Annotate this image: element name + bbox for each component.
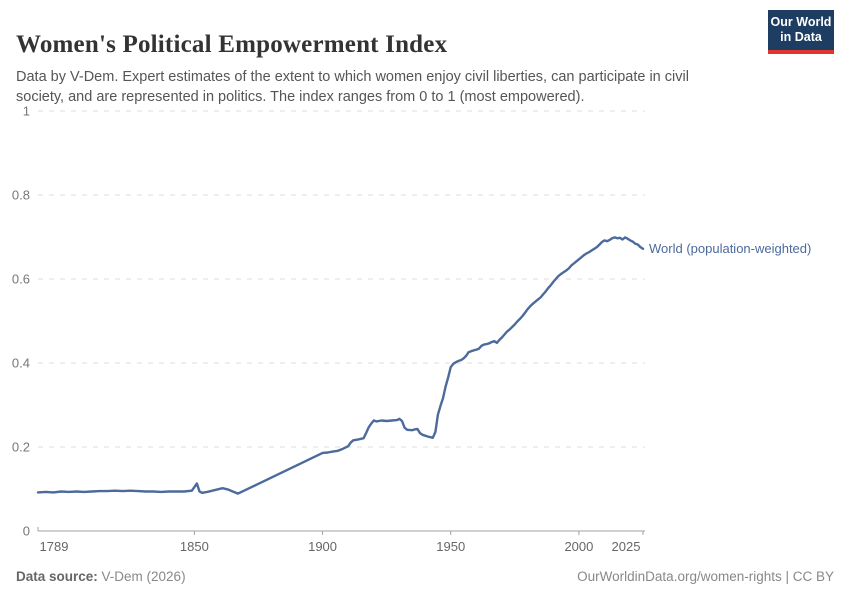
data-source-label: Data source: bbox=[16, 569, 98, 584]
credit-link[interactable]: OurWorldinData.org/women-rights | CC BY bbox=[577, 569, 834, 584]
y-tick-label-0.8: 0.8 bbox=[11, 187, 30, 203]
x-tick-label-2025: 2025 bbox=[611, 539, 641, 554]
y-tick-label-0.4: 0.4 bbox=[11, 355, 30, 371]
chart-subtitle: Data by V-Dem. Expert estimates of the e… bbox=[16, 68, 689, 105]
data-source-value: V-Dem (2026) bbox=[97, 569, 186, 584]
y-tick-label-0: 0 bbox=[22, 523, 30, 539]
x-tick-label-1900: 1900 bbox=[308, 539, 338, 554]
y-tick-label-0.6: 0.6 bbox=[11, 271, 30, 287]
x-tick-label-2000: 2000 bbox=[564, 539, 594, 554]
x-tick-label-1789: 1789 bbox=[39, 539, 69, 554]
series-label-world[interactable]: World (population-weighted) bbox=[649, 240, 812, 256]
x-tick-label-1950: 1950 bbox=[436, 539, 466, 554]
page-title: Women's Political Empowerment Index bbox=[16, 30, 448, 58]
y-tick-label-0.2: 0.2 bbox=[11, 439, 30, 455]
owid-logo-text: Our World in Data bbox=[770, 15, 832, 44]
data-source-note: Data source: V-Dem (2026) bbox=[16, 569, 186, 584]
owid-logo[interactable]: Our World in Data bbox=[768, 10, 834, 54]
x-tick-label-1850: 1850 bbox=[179, 539, 209, 554]
y-tick-label-1: 1 bbox=[22, 103, 30, 119]
series-line-world bbox=[36, 236, 645, 495]
